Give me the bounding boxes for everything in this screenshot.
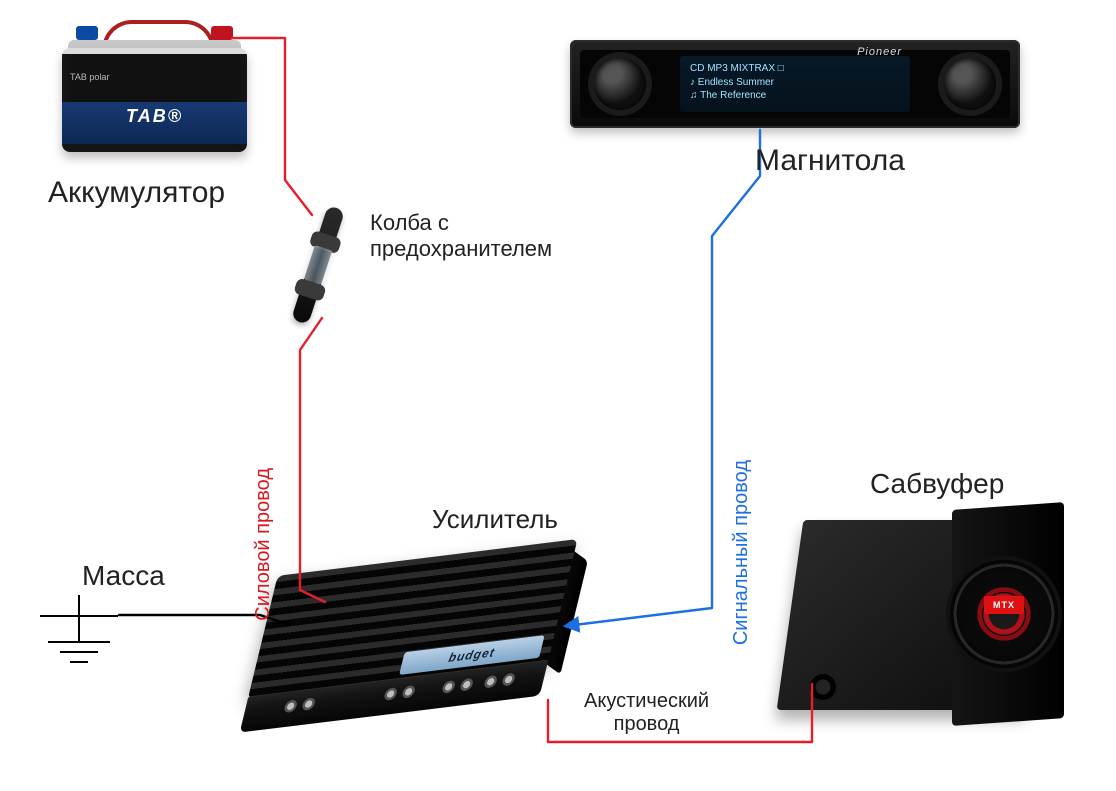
- head-unit-knob-right: [944, 58, 996, 110]
- label-sub: Сабвуфер: [870, 468, 1004, 500]
- label-wire-speaker: Акустическийпровод: [584, 690, 709, 736]
- diagram-stage: TAB polar TAB® Pioneer CD MP3 MIXTRAX □ …: [0, 0, 1116, 791]
- subwoofer: MTX: [790, 500, 1060, 730]
- label-headunit: Магнитола: [755, 144, 905, 178]
- head-unit-knob-left: [594, 58, 646, 110]
- battery-brand: TAB®: [62, 106, 247, 141]
- ground-symbol: [40, 595, 120, 675]
- sub-terminal: [810, 674, 836, 700]
- battery-small-text: TAB polar: [70, 72, 109, 82]
- fuse-holder: [266, 197, 370, 333]
- head-unit-display: CD MP3 MIXTRAX □ ♪ Endless Summer ♫ The …: [680, 56, 910, 112]
- label-ground: Масса: [82, 560, 165, 592]
- label-amp: Усилитель: [432, 504, 558, 535]
- label-wire-signal: Сигнальный провод: [730, 460, 753, 645]
- head-unit-line2: ♪ Endless Summer: [690, 76, 900, 90]
- label-wire-power: Силовой провод: [252, 468, 275, 621]
- head-unit-line3: ♫ The Reference: [690, 89, 900, 103]
- head-unit-line1: CD MP3 MIXTRAX □: [690, 62, 900, 76]
- battery: TAB polar TAB®: [62, 30, 247, 152]
- label-battery: Аккумулятор: [48, 176, 225, 210]
- amplifier: budget: [236, 539, 577, 746]
- head-unit: Pioneer CD MP3 MIXTRAX □ ♪ Endless Summe…: [570, 40, 1020, 128]
- sub-badge: MTX: [984, 596, 1024, 614]
- battery-terminal-positive: [211, 26, 233, 40]
- battery-terminal-negative: [76, 26, 98, 40]
- label-fuse: Колба спредохранителем: [370, 210, 552, 262]
- battery-body: TAB polar TAB®: [62, 48, 247, 152]
- sub-driver: [950, 560, 1058, 668]
